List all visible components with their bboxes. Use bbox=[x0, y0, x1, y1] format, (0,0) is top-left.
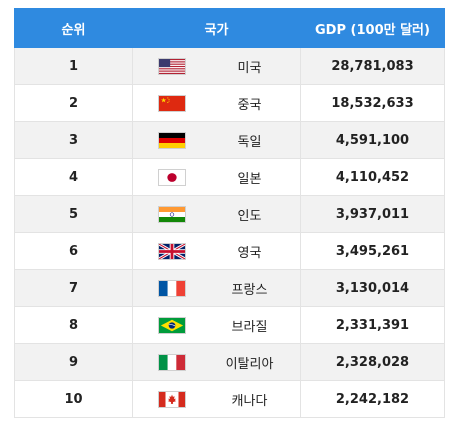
table-row: 9 이탈리아 2,328,028 bbox=[14, 343, 445, 381]
country-name: 일본 bbox=[237, 171, 262, 187]
table-row: 2 중국 18,532,633 bbox=[14, 84, 445, 122]
table-row: 7 프랑스 3,130,014 bbox=[14, 269, 445, 307]
gdp-ranking-table-container: 순위 국가 GDP (100만 달러) 1 미국 28,781,083 2 중국 18,5… bbox=[14, 8, 445, 418]
rank-cell: 8 bbox=[14, 306, 133, 344]
gdp-cell: 3,130,014 bbox=[300, 269, 445, 307]
canada-flag-icon bbox=[158, 391, 186, 408]
country-cell: 중국 bbox=[132, 84, 301, 122]
gdp-cell: 3,937,011 bbox=[300, 195, 445, 233]
usa-flag-icon bbox=[158, 58, 186, 75]
italy-flag-icon bbox=[158, 354, 186, 371]
gdp-cell: 2,328,028 bbox=[300, 343, 445, 381]
germany-flag-icon bbox=[158, 132, 186, 149]
country-name: 독일 bbox=[237, 134, 262, 150]
country-cell: 영국 bbox=[132, 232, 301, 270]
rank-cell: 9 bbox=[14, 343, 133, 381]
table-row: 5 인도 3,937,011 bbox=[14, 195, 445, 233]
table-row: 4 일본 4,110,452 bbox=[14, 158, 445, 196]
country-cell: 캐나다 bbox=[132, 380, 301, 418]
rank-cell: 6 bbox=[14, 232, 133, 270]
gdp-ranking-table: 순위 국가 GDP (100만 달러) 1 미국 28,781,083 2 중국 18,5… bbox=[14, 8, 445, 418]
rank-cell: 10 bbox=[14, 380, 133, 418]
country-name: 프랑스 bbox=[231, 282, 268, 298]
table-header-row: 순위 국가 GDP (100만 달러) bbox=[14, 8, 445, 48]
gdp-cell: 2,331,391 bbox=[300, 306, 445, 344]
country-cell: 프랑스 bbox=[132, 269, 301, 307]
country-name: 인도 bbox=[237, 208, 262, 224]
france-flag-icon bbox=[158, 280, 186, 297]
gdp-cell: 28,781,083 bbox=[300, 47, 445, 85]
country-cell: 브라질 bbox=[132, 306, 301, 344]
country-name: 이탈리아 bbox=[225, 356, 274, 372]
country-cell: 미국 bbox=[132, 47, 301, 85]
gdp-cell: 3,495,261 bbox=[300, 232, 445, 270]
china-flag-icon bbox=[158, 95, 186, 112]
country-name: 영국 bbox=[237, 245, 262, 261]
gdp-cell: 4,591,100 bbox=[300, 121, 445, 159]
india-flag-icon bbox=[158, 206, 186, 223]
header-gdp[interactable]: GDP (100만 달러) bbox=[300, 8, 445, 48]
rank-cell: 7 bbox=[14, 269, 133, 307]
country-name: 브라질 bbox=[231, 319, 268, 335]
country-name: 캐나다 bbox=[231, 393, 268, 409]
header-rank[interactable]: 순위 bbox=[14, 8, 133, 48]
table-row: 3 독일 4,591,100 bbox=[14, 121, 445, 159]
rank-cell: 5 bbox=[14, 195, 133, 233]
rank-cell: 1 bbox=[14, 47, 133, 85]
table-row: 6 영국 3,495,261 bbox=[14, 232, 445, 270]
country-name: 중국 bbox=[237, 97, 262, 113]
japan-flag-icon bbox=[158, 169, 186, 186]
country-cell: 일본 bbox=[132, 158, 301, 196]
header-country[interactable]: 국가 bbox=[132, 8, 301, 48]
gdp-cell: 4,110,452 bbox=[300, 158, 445, 196]
table-row: 10 캐나다 2,242,182 bbox=[14, 380, 445, 418]
uk-flag-icon bbox=[158, 243, 186, 260]
gdp-cell: 18,532,633 bbox=[300, 84, 445, 122]
country-cell: 인도 bbox=[132, 195, 301, 233]
gdp-cell: 2,242,182 bbox=[300, 380, 445, 418]
rank-cell: 3 bbox=[14, 121, 133, 159]
table-row: 8 브라질 2,331,391 bbox=[14, 306, 445, 344]
brazil-flag-icon bbox=[158, 317, 186, 334]
country-cell: 독일 bbox=[132, 121, 301, 159]
rank-cell: 2 bbox=[14, 84, 133, 122]
table-row: 1 미국 28,781,083 bbox=[14, 47, 445, 85]
country-cell: 이탈리아 bbox=[132, 343, 301, 381]
rank-cell: 4 bbox=[14, 158, 133, 196]
country-name: 미국 bbox=[237, 60, 262, 76]
